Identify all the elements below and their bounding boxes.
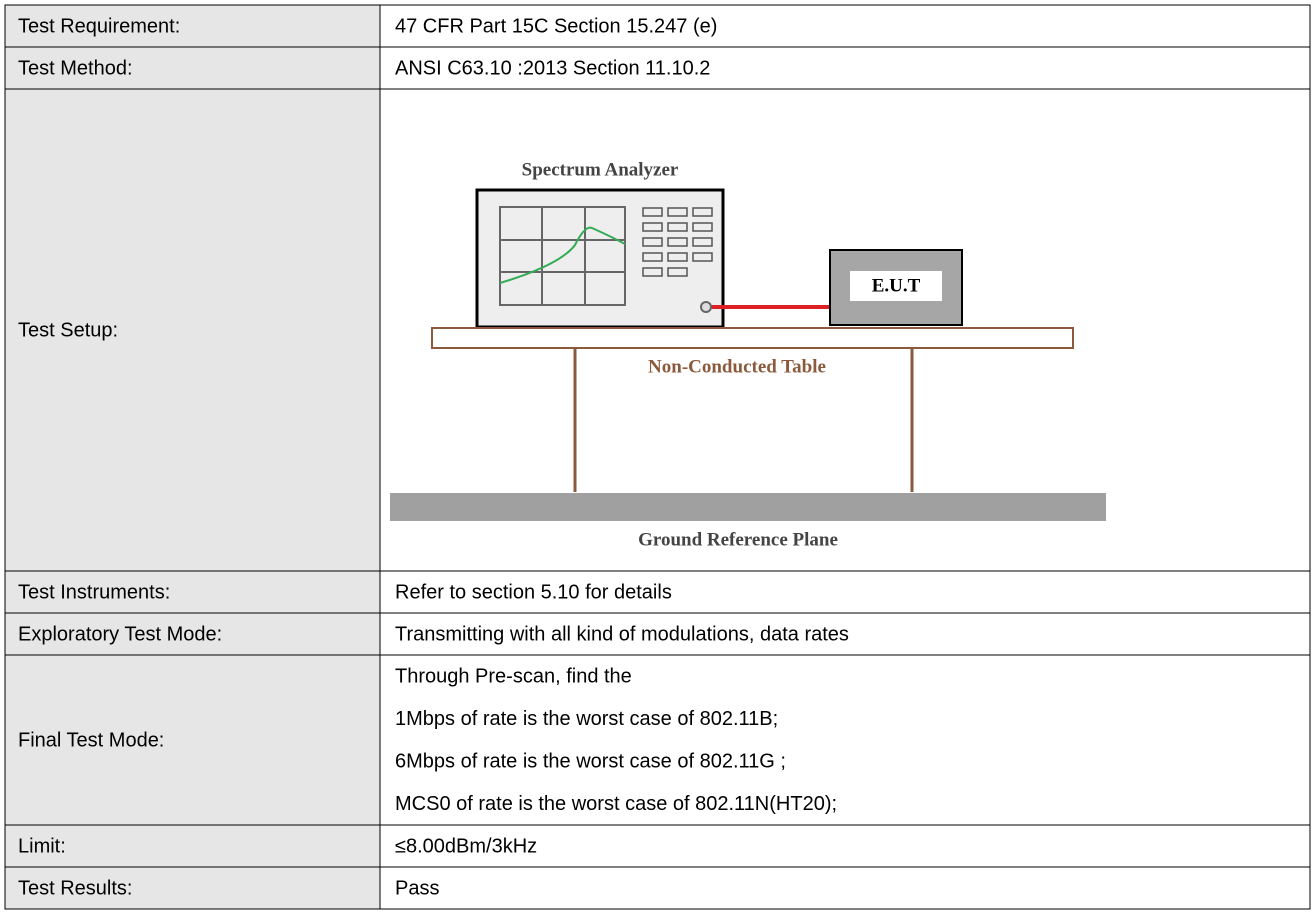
screen-grid — [500, 207, 625, 305]
row-label: Test Method: — [18, 57, 133, 79]
analyzer-button — [642, 237, 663, 247]
analyzer-button — [692, 237, 713, 247]
analyzer-box — [475, 188, 725, 329]
row-label: Exploratory Test Mode: — [18, 623, 222, 645]
label-cell — [4, 46, 381, 90]
analyzer-button — [692, 252, 713, 262]
analyzer-label: Spectrum Analyzer — [522, 159, 679, 180]
ground-plane — [390, 493, 1106, 521]
analyzer-button — [667, 237, 688, 247]
eut-label: E.U.T — [872, 275, 921, 296]
row-value: Pass — [395, 877, 439, 899]
row-label: Test Setup: — [18, 319, 118, 341]
eut-label-bg — [850, 271, 942, 301]
value-cell — [379, 46, 1311, 90]
row-value: 47 CFR Part 15C Section 15.247 (e) — [395, 15, 717, 37]
analyzer-buttons — [642, 207, 713, 277]
table-legs — [573, 348, 914, 492]
row-value-line: MCS0 of rate is the worst case of 802.11… — [395, 793, 837, 815]
row-value: ≤8.00dBm/3kHz — [395, 835, 537, 857]
row-label: Limit: — [18, 835, 66, 857]
row-value: Transmitting with all kind of modulation… — [395, 623, 849, 645]
spectrum-trace — [499, 226, 626, 284]
value-cell — [379, 4, 1311, 48]
table-label: Non-Conducted Table — [648, 356, 826, 377]
analyzer-button — [692, 207, 713, 217]
value-cell — [379, 654, 1311, 826]
analyzer-button — [667, 222, 688, 232]
row-label: Test Instruments: — [18, 581, 170, 603]
connector — [700, 301, 712, 313]
analyzer-button — [692, 222, 713, 232]
value-cell — [379, 612, 1311, 656]
value-cell — [379, 866, 1311, 910]
row-value: ANSI C63.10 :2013 Section 11.10.2 — [395, 57, 710, 79]
setup-diagram: Spectrum Analyzer E.U.T Non-Conducted Ta… — [390, 159, 1106, 550]
row-label: Test Requirement: — [18, 15, 180, 37]
table-top — [431, 327, 1074, 349]
analyzer-button — [642, 207, 663, 217]
table: Test Requirement: 47 CFR Part 15C Section… — [4, 4, 1311, 910]
label-cell — [4, 824, 381, 868]
analyzer-button — [642, 252, 663, 262]
ground-label: Ground Reference Plane — [638, 529, 838, 550]
value-cell — [379, 570, 1311, 614]
row-value-line: Through Pre-scan, find the — [395, 666, 632, 688]
row-value: Refer to section 5.10 for details — [395, 581, 672, 603]
analyzer-button — [642, 267, 663, 277]
label-cell — [4, 88, 381, 572]
analyzer-button — [667, 252, 688, 262]
row-label: Test Results: — [18, 877, 132, 899]
row-value-line: 1Mbps of rate is the worst case of 802.1… — [395, 708, 778, 730]
analyzer-screen — [499, 206, 626, 306]
value-cell — [379, 824, 1311, 868]
analyzer-button — [642, 222, 663, 232]
analyzer-button — [667, 267, 688, 277]
analyzer-button — [667, 207, 688, 217]
row-label: Final Test Mode: — [18, 729, 164, 751]
row-value-line: 6Mbps of rate is the worst case of 802.1… — [395, 751, 786, 773]
label-cell — [4, 4, 381, 48]
